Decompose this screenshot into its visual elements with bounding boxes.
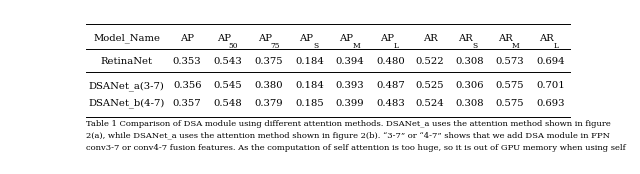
Text: AR: AR	[458, 34, 473, 43]
Text: 0.522: 0.522	[415, 57, 444, 66]
Text: 0.399: 0.399	[336, 99, 364, 108]
Text: AP: AP	[180, 34, 194, 43]
Text: 0.353: 0.353	[173, 57, 202, 66]
Text: 0.393: 0.393	[336, 81, 364, 90]
Text: 0.356: 0.356	[173, 81, 202, 90]
Text: Model_Name: Model_Name	[93, 33, 160, 43]
Text: 0.483: 0.483	[376, 99, 405, 108]
Text: 2(a), while DSANet_a uses the attention method shown in figure 2(b). “3-7” or “4: 2(a), while DSANet_a uses the attention …	[86, 132, 610, 140]
Text: 0.308: 0.308	[455, 99, 484, 108]
Text: 0.548: 0.548	[213, 99, 242, 108]
Text: 0.524: 0.524	[415, 99, 444, 108]
Text: Table 1 Comparison of DSA module using different attention methods. DSANet_a use: Table 1 Comparison of DSA module using d…	[86, 120, 611, 128]
Text: 0.480: 0.480	[376, 57, 405, 66]
Text: DSANet_b(4-7): DSANet_b(4-7)	[88, 98, 165, 108]
Text: 0.575: 0.575	[495, 99, 524, 108]
Text: 0.693: 0.693	[536, 99, 564, 108]
Text: AP: AP	[339, 34, 353, 43]
Text: 0.545: 0.545	[213, 81, 242, 90]
Text: AR: AR	[499, 34, 513, 43]
Text: L: L	[554, 42, 559, 50]
Text: 50: 50	[229, 42, 238, 50]
Text: 0.184: 0.184	[295, 81, 324, 90]
Text: 0.185: 0.185	[295, 99, 324, 108]
Text: 0.573: 0.573	[495, 57, 524, 66]
Text: RetinaNet: RetinaNet	[100, 57, 153, 66]
Text: AR: AR	[539, 34, 554, 43]
Text: 0.357: 0.357	[173, 99, 202, 108]
Text: 0.379: 0.379	[255, 99, 284, 108]
Text: AP: AP	[299, 34, 312, 43]
Text: 0.394: 0.394	[336, 57, 364, 66]
Text: 0.525: 0.525	[415, 81, 444, 90]
Text: 75: 75	[270, 42, 280, 50]
Text: DSANet_a(3-7): DSANet_a(3-7)	[89, 81, 164, 91]
Text: L: L	[394, 42, 399, 50]
Text: AP: AP	[216, 34, 230, 43]
Text: AR: AR	[422, 34, 437, 43]
Text: AP: AP	[258, 34, 272, 43]
Text: 0.487: 0.487	[376, 81, 405, 90]
Text: 0.306: 0.306	[455, 81, 484, 90]
Text: conv3-7 or conv4-7 fusion features. As the computation of self attention is too : conv3-7 or conv4-7 fusion features. As t…	[86, 144, 626, 152]
Text: S: S	[313, 42, 318, 50]
Text: 0.380: 0.380	[255, 81, 284, 90]
Text: S: S	[473, 42, 478, 50]
Text: 0.184: 0.184	[295, 57, 324, 66]
Text: 0.375: 0.375	[255, 57, 284, 66]
Text: AP: AP	[380, 34, 394, 43]
Text: M: M	[512, 42, 520, 50]
Text: M: M	[352, 42, 360, 50]
Text: 0.575: 0.575	[495, 81, 524, 90]
Text: 0.543: 0.543	[213, 57, 242, 66]
Text: 0.701: 0.701	[536, 81, 564, 90]
Text: 0.308: 0.308	[455, 57, 484, 66]
Text: 0.694: 0.694	[536, 57, 564, 66]
